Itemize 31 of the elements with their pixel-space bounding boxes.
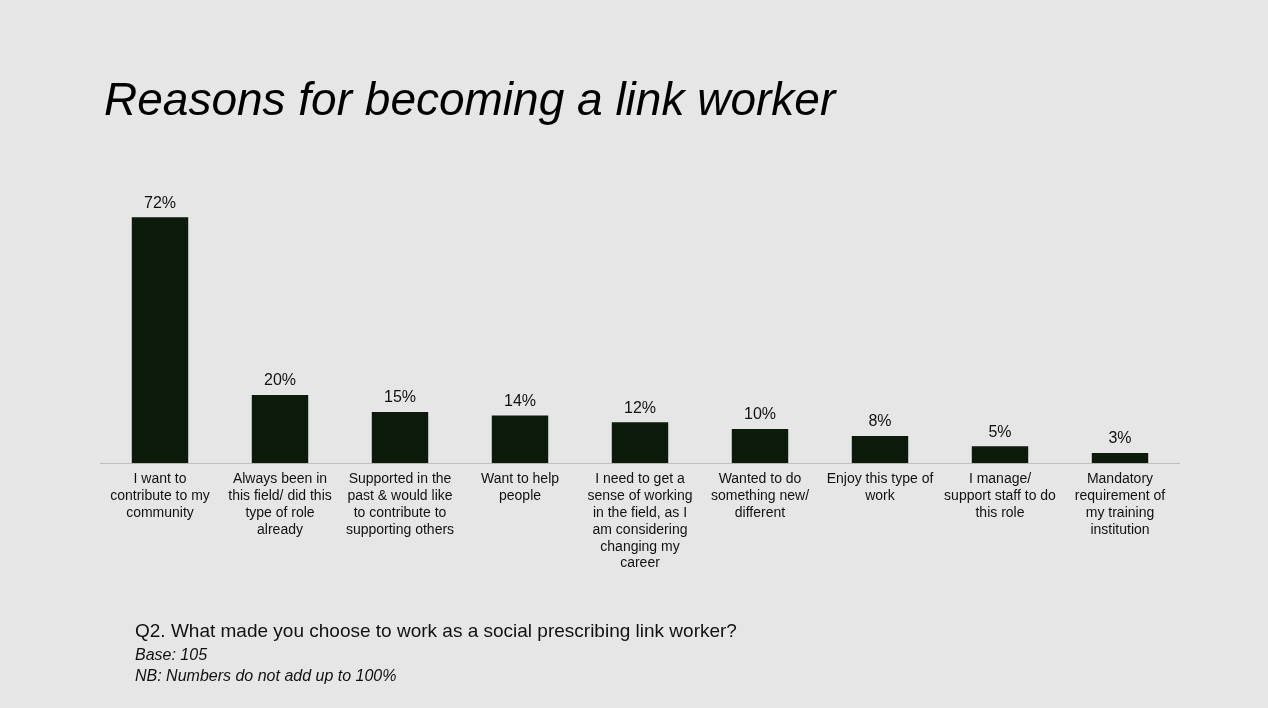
data-label: 20%	[263, 371, 297, 389]
x-tick-label: Always been in this field/ did this type of role already	[228, 470, 332, 537]
bar	[851, 435, 909, 464]
bar	[971, 446, 1029, 464]
bar	[731, 429, 789, 464]
data-label: 72%	[143, 193, 177, 211]
x-tick-label: I want to contribute to my community	[110, 470, 210, 521]
text: Q2. What made you choose to work as a social prescribing link worker?	[135, 619, 737, 643]
bar	[1091, 452, 1149, 464]
data-label: 3%	[1108, 429, 1132, 447]
data-label: 15%	[383, 388, 417, 406]
chart-title: Reasons for becoming a link worker	[104, 72, 836, 126]
bar	[251, 394, 309, 464]
x-tick-label: Wanted to do something new/ different	[710, 470, 810, 521]
x-tick-label: Mandatory requirement of my training institution	[1074, 470, 1166, 537]
x-tick-label: I manage/ support staff to do this role	[944, 470, 1057, 521]
data-label: 14%	[503, 391, 537, 409]
bar	[131, 217, 189, 464]
x-tick-label: Enjoy this type of work	[826, 470, 934, 504]
data-label: 12%	[623, 398, 657, 416]
x-tick-label: Want to help people	[480, 470, 560, 504]
bar	[611, 422, 669, 464]
data-label: 8%	[868, 412, 892, 430]
bar	[371, 411, 429, 464]
bar	[491, 415, 549, 464]
x-tick-label: I need to get a sense of working in the field, as I am considering changing my career	[587, 470, 693, 571]
text: NB: Numbers do not add up to 100%	[135, 666, 398, 686]
text: Base: 105	[135, 645, 209, 665]
data-label: 10%	[743, 405, 777, 423]
data-label: 5%	[988, 422, 1012, 440]
x-tick-label: Supported in the past & would like to contribute to supporting others	[345, 470, 455, 537]
